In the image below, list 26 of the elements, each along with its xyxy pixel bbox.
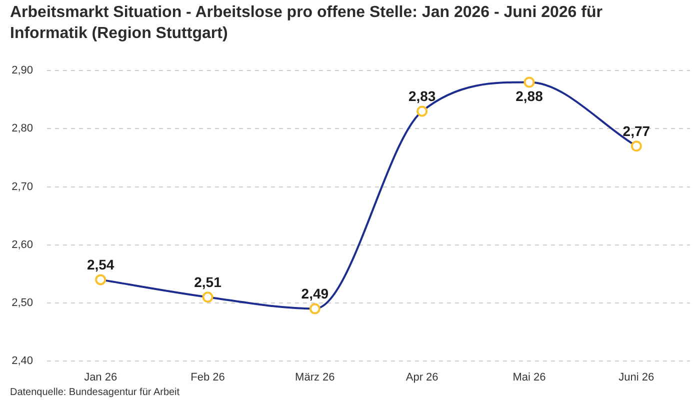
y-tick-label: 2,80	[12, 122, 33, 135]
x-tick-label: März 26	[295, 372, 335, 384]
data-label: 2,49	[301, 286, 329, 302]
y-tick-label: 2,90	[12, 64, 33, 77]
text: Datenquelle: Bundesagentur für Arbeit	[10, 387, 180, 399]
data-label: 2,77	[622, 122, 650, 139]
point	[524, 76, 535, 88]
point	[309, 303, 320, 314]
x-tick-label: Mai 26	[512, 372, 546, 384]
y-tick-label: 2,70	[12, 180, 33, 193]
chart-title: Arbeitsmarkt Situation - Arbeitslose pro offene Stelle: Jan 2026 - Juni 2026 für Informatik (Region Stuttgart)	[10, 3, 604, 44]
point	[202, 292, 214, 303]
data-label: 2,54	[86, 256, 114, 273]
y-tick-label: 2,60	[12, 238, 33, 251]
x-tick-label: Juni 26	[618, 372, 654, 384]
data-label: 2,88	[516, 88, 544, 104]
point	[630, 140, 642, 152]
x-tick-label: Jan 26	[84, 372, 118, 384]
x-tick-label: Feb 26	[190, 372, 225, 384]
y-tick-label: 2,40	[12, 355, 33, 368]
point	[416, 106, 428, 117]
point	[95, 274, 106, 286]
data-label: 2,51	[194, 274, 222, 290]
data-label: 2,83	[408, 88, 436, 104]
x-tick-label: Apr 26	[406, 372, 438, 384]
y-tick-label: 2,50	[12, 296, 33, 309]
